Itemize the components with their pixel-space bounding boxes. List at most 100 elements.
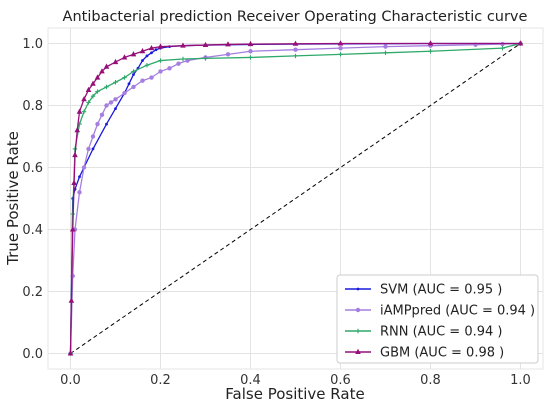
y-tick-label: 0.4 — [22, 223, 43, 238]
data-point — [383, 50, 388, 55]
data-point — [293, 47, 298, 52]
x-tick-label: 0.4 — [240, 373, 261, 388]
data-point — [78, 175, 81, 179]
data-point — [99, 112, 105, 118]
data-point — [148, 44, 155, 51]
y-axis-title: True Positive Rate — [4, 131, 22, 266]
data-point — [140, 78, 145, 83]
data-point — [90, 134, 96, 139]
series-1 — [68, 41, 523, 356]
x-tick-label: 0.2 — [150, 373, 171, 388]
x-tick-label: 0.0 — [60, 373, 81, 388]
data-point — [99, 68, 105, 74]
legend-marker — [355, 328, 361, 334]
legend-label: GBM (AUC = 0.98 ) — [380, 346, 504, 361]
data-point — [225, 41, 231, 47]
y-tick-label: 0.6 — [22, 161, 43, 176]
grid — [48, 28, 543, 369]
data-point — [139, 48, 146, 54]
series-line — [69, 42, 521, 354]
x-axis-title: False Positive Rate — [225, 385, 364, 403]
data-point — [67, 350, 74, 356]
legend-label: iAMPpred (AUC = 0.94 ) — [380, 304, 535, 319]
legend-entry: GBM (AUC = 0.98 ) — [345, 346, 504, 361]
y-tick-label: 1.0 — [22, 37, 43, 52]
data-point — [337, 40, 344, 46]
data-point — [293, 53, 298, 59]
data-point — [74, 127, 81, 133]
data-point — [121, 54, 128, 60]
data-point — [71, 179, 77, 185]
data-point — [338, 52, 343, 57]
data-point — [81, 165, 87, 170]
data-point — [383, 44, 388, 49]
data-point — [149, 75, 154, 80]
y-tick-label: 0.0 — [22, 347, 43, 362]
data-point — [203, 56, 208, 61]
data-point — [176, 61, 181, 66]
data-point — [105, 122, 108, 126]
data-point — [103, 63, 110, 69]
data-point — [104, 84, 109, 90]
data-point — [292, 40, 299, 46]
data-point — [158, 58, 163, 63]
legend-marker — [356, 287, 360, 291]
data-point — [157, 43, 164, 49]
data-point — [122, 90, 127, 96]
data-point — [500, 45, 505, 51]
data-point — [95, 89, 100, 94]
data-point — [158, 69, 163, 74]
data-point — [145, 54, 149, 58]
data-point — [72, 151, 78, 158]
y-tick-label: 0.2 — [22, 285, 43, 300]
data-point — [131, 84, 136, 90]
data-point — [113, 97, 118, 102]
tick-labels: 0.0 0.2 0.4 0.6 0.8 1.0 0.0 0.2 0.4 0.6 0.8 1.0 — [22, 37, 531, 388]
chart-title: Antibacterial prediction Receiver Operat… — [63, 9, 528, 25]
data-point — [144, 63, 150, 68]
legend-label: SVM (AUC = 0.95 ) — [380, 283, 502, 298]
data-point — [69, 226, 76, 232]
data-point — [428, 49, 433, 54]
data-point — [427, 40, 434, 46]
data-point — [247, 40, 254, 47]
data-point — [122, 75, 127, 80]
data-point — [81, 96, 87, 102]
data-point — [338, 45, 343, 51]
chance-line — [70, 43, 521, 354]
data-point — [90, 94, 96, 99]
legend-entry: iAMPpred (AUC = 0.94 ) — [345, 304, 535, 319]
data-point — [104, 103, 109, 108]
legend-entry: RNN (AUC = 0.94 ) — [345, 325, 502, 340]
legend-marker — [355, 307, 361, 313]
data-point — [225, 52, 231, 57]
data-point — [150, 51, 153, 55]
data-point — [141, 59, 144, 62]
x-tick-label: 1.0 — [510, 373, 531, 388]
data-point — [130, 51, 137, 57]
legend-box — [336, 274, 539, 364]
data-point — [108, 100, 114, 105]
data-point — [154, 48, 158, 52]
y-tick-label: 0.8 — [22, 99, 43, 114]
legend-entry: SVM (AUC = 0.95 ) — [345, 283, 502, 298]
data-point — [77, 190, 82, 195]
data-point — [167, 66, 172, 71]
x-tick-label: 0.8 — [420, 373, 441, 388]
data-point — [180, 56, 186, 62]
data-point — [76, 108, 83, 114]
data-point — [180, 42, 186, 48]
data-point — [86, 146, 91, 152]
data-point — [248, 49, 253, 54]
data-point — [127, 82, 131, 86]
data-point — [131, 69, 136, 74]
data-point — [112, 58, 119, 65]
data-point — [248, 55, 253, 60]
data-point — [113, 80, 118, 85]
data-point — [85, 86, 92, 92]
data-point — [91, 147, 95, 151]
plot-area-frame — [47, 27, 544, 370]
data-point — [517, 40, 524, 46]
legend: SVM (AUC = 0.95 ) iAMPpred (AUC = 0.94 ) R… — [336, 274, 539, 364]
